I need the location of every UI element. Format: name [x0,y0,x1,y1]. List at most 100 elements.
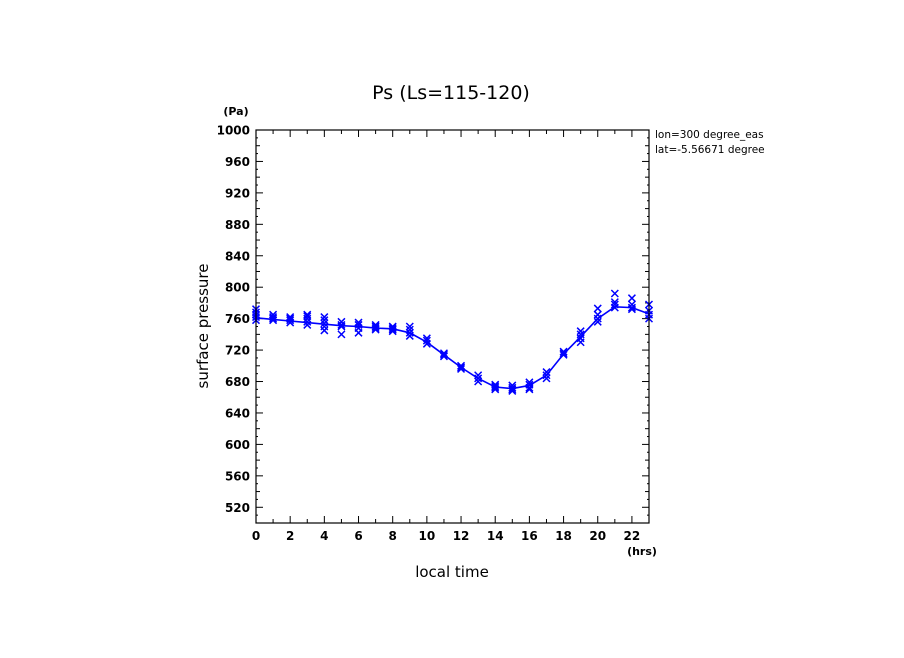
data-point-x-marker [354,320,363,329]
data-point-x-marker [303,310,312,319]
x-tick-label: 4 [320,529,328,543]
data-point-x-marker [457,363,466,372]
data-point-x-marker [491,383,500,392]
y-tick-label: 640 [225,406,250,420]
data-point-x-marker [439,350,448,359]
data-point-x-marker [354,318,363,327]
data-point-x-marker [320,322,329,331]
data-point-x-marker [610,298,619,307]
data-point-x-marker [542,371,551,380]
x-tick-label: 6 [354,529,362,543]
x-tick-label: 2 [286,529,294,543]
y-tick-label: 560 [225,469,250,483]
data-point-x-marker [559,350,568,359]
data-point-x-marker [371,320,380,329]
data-point-x-marker [371,322,380,331]
data-point-x-marker [439,349,448,358]
x-tick-label: 0 [252,529,260,543]
annotation-lat: lat=-5.56671 degree [655,144,765,156]
y-tick-label: 520 [225,501,250,515]
data-point-x-marker [491,382,500,391]
data-point-x-marker [371,324,380,333]
data-point-x-marker [627,303,636,312]
data-point-x-marker [388,322,397,331]
data-point-x-marker [593,317,602,326]
data-point-x-marker [474,374,483,383]
data-point-x-marker [610,289,619,298]
data-point-x-marker [422,336,431,345]
data-point-x-marker [337,320,346,329]
y-unit-label: (Pa) [223,105,248,118]
data-point-x-marker [559,347,568,356]
data-point-x-marker [474,371,483,380]
y-axis-label: surface pressure [194,264,212,389]
x-tick-label: 14 [487,529,504,543]
y-tick-label: 1000 [217,124,250,138]
y-tick-label: 680 [225,375,250,389]
data-point-x-marker [439,352,448,361]
x-tick-label: 12 [453,529,470,543]
data-point-x-marker [525,378,534,387]
x-tick-label: 10 [419,529,436,543]
x-tick-label: 20 [589,529,606,543]
data-point-x-marker [405,331,414,340]
data-point-x-marker [457,364,466,373]
data-point-x-marker [627,294,636,303]
mean-line [255,306,650,390]
y-tick-label: 920 [225,186,250,200]
data-point-x-marker [474,377,483,386]
data-point-x-marker [269,310,278,319]
data-point-x-marker [303,320,312,329]
tick-labels: 0 2 4 6 8 10 12 14 16 18 20 22 520 560 600 640 680 720 760… [217,124,641,544]
data-point-x-marker [457,361,466,370]
y-tick-label: 760 [225,312,250,326]
y-tick-label: 840 [225,249,250,263]
data-point-x-marker [320,316,329,325]
data-point-x-marker [405,322,414,331]
data-point-x-marker [542,368,551,377]
y-tick-label: 880 [225,218,250,232]
data-point-x-marker [303,312,312,321]
y-tick-label: 800 [225,281,250,295]
data-point-x-marker [337,330,346,339]
y-tick-label: 600 [225,438,250,452]
y-tick-label: 720 [225,344,250,358]
x-axis-label: local time [415,563,489,581]
data-point-x-marker [286,313,295,322]
data-point-x-marker [610,300,619,309]
data-point-x-marker [405,328,414,337]
chart-title: Ps (Ls=115-120) [372,82,530,104]
x-tick-label: 16 [521,529,538,543]
data-point-x-marker [388,324,397,333]
data-point-x-marker [388,325,397,334]
data-point-x-marker [593,304,602,313]
data-point-x-marker [508,383,517,392]
x-unit-label: (hrs) [627,545,657,558]
data-point-x-marker [542,374,551,383]
annotation-lon: lon=300 degree_eas [655,129,764,141]
data-point-x-marker [593,310,602,319]
data-series [251,289,654,395]
data-point-x-marker [491,380,500,389]
data-point-x-marker [286,314,295,323]
x-tick-label: 18 [555,529,572,543]
data-point-x-marker [337,317,346,326]
data-point-x-marker [627,300,636,309]
data-point-x-marker [525,380,534,389]
data-point-x-marker [320,313,329,322]
data-point-x-marker [508,381,517,390]
data-point-x-marker [422,334,431,343]
data-point-x-marker [576,327,585,336]
x-tick-label: 8 [389,529,397,543]
y-tick-label: 960 [225,155,250,169]
data-point-x-marker [286,316,295,325]
data-point-x-marker [269,313,278,322]
data-point-x-marker [320,319,329,328]
data-point-x-marker [405,325,414,334]
data-point-x-marker [559,349,568,358]
data-point-x-marker [576,330,585,339]
x-tick-label: 22 [624,529,641,543]
plot-frame [255,129,650,524]
